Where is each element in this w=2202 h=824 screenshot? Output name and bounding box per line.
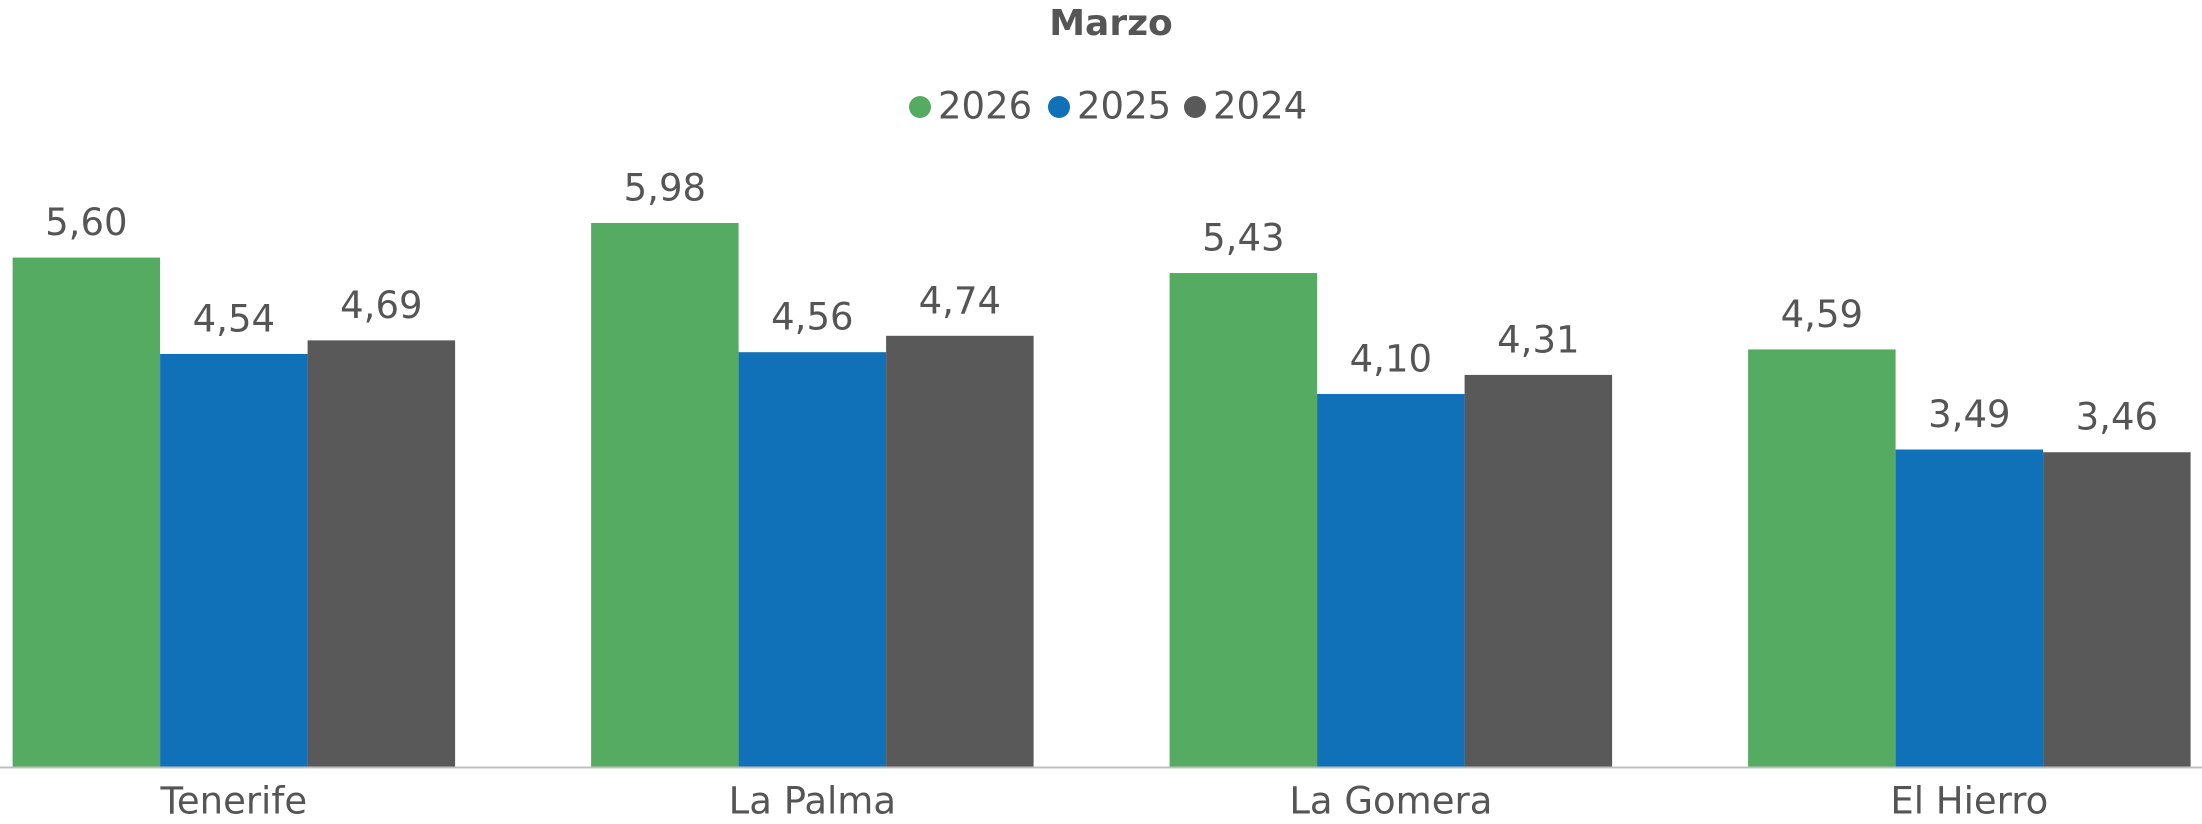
data-label: 4,59 <box>1781 293 1863 336</box>
x-tick-label: El Hierro <box>1890 780 2048 823</box>
bar <box>160 353 308 767</box>
legend-label: 2026 <box>938 85 1032 128</box>
bar <box>12 257 161 767</box>
bar <box>1317 394 1465 767</box>
data-label: 5,43 <box>1202 217 1284 260</box>
legend-marker <box>1048 96 1070 118</box>
data-label: 4,54 <box>193 297 275 340</box>
bar <box>1464 374 1613 767</box>
legend-label: 2025 <box>1077 85 1171 128</box>
legend-label: 2024 <box>1213 85 1307 128</box>
bar <box>307 340 456 767</box>
data-label: 4,56 <box>771 296 853 339</box>
bar <box>1748 349 1896 767</box>
data-label: 3,49 <box>1928 393 2010 436</box>
data-label: 5,98 <box>624 167 706 210</box>
data-label: 4,31 <box>1497 318 1579 361</box>
x-tick-label: Tenerife <box>160 780 308 823</box>
x-tick-label: La Palma <box>729 780 896 823</box>
data-label: 4,74 <box>919 279 1001 322</box>
data-label: 4,10 <box>1350 338 1432 381</box>
bar <box>591 223 739 767</box>
data-label: 5,60 <box>45 201 127 244</box>
data-label: 4,69 <box>340 284 422 327</box>
bar <box>2043 452 2191 767</box>
bar <box>1895 449 2044 767</box>
legend-marker <box>1184 96 1206 118</box>
bar <box>1169 273 1318 767</box>
bar <box>886 335 1034 767</box>
x-tick-label: La Gomera <box>1289 780 1492 823</box>
bar <box>738 352 887 767</box>
legend-marker <box>909 96 931 118</box>
data-label: 3,46 <box>2076 396 2158 439</box>
chart-title: Marzo <box>1049 3 1173 44</box>
